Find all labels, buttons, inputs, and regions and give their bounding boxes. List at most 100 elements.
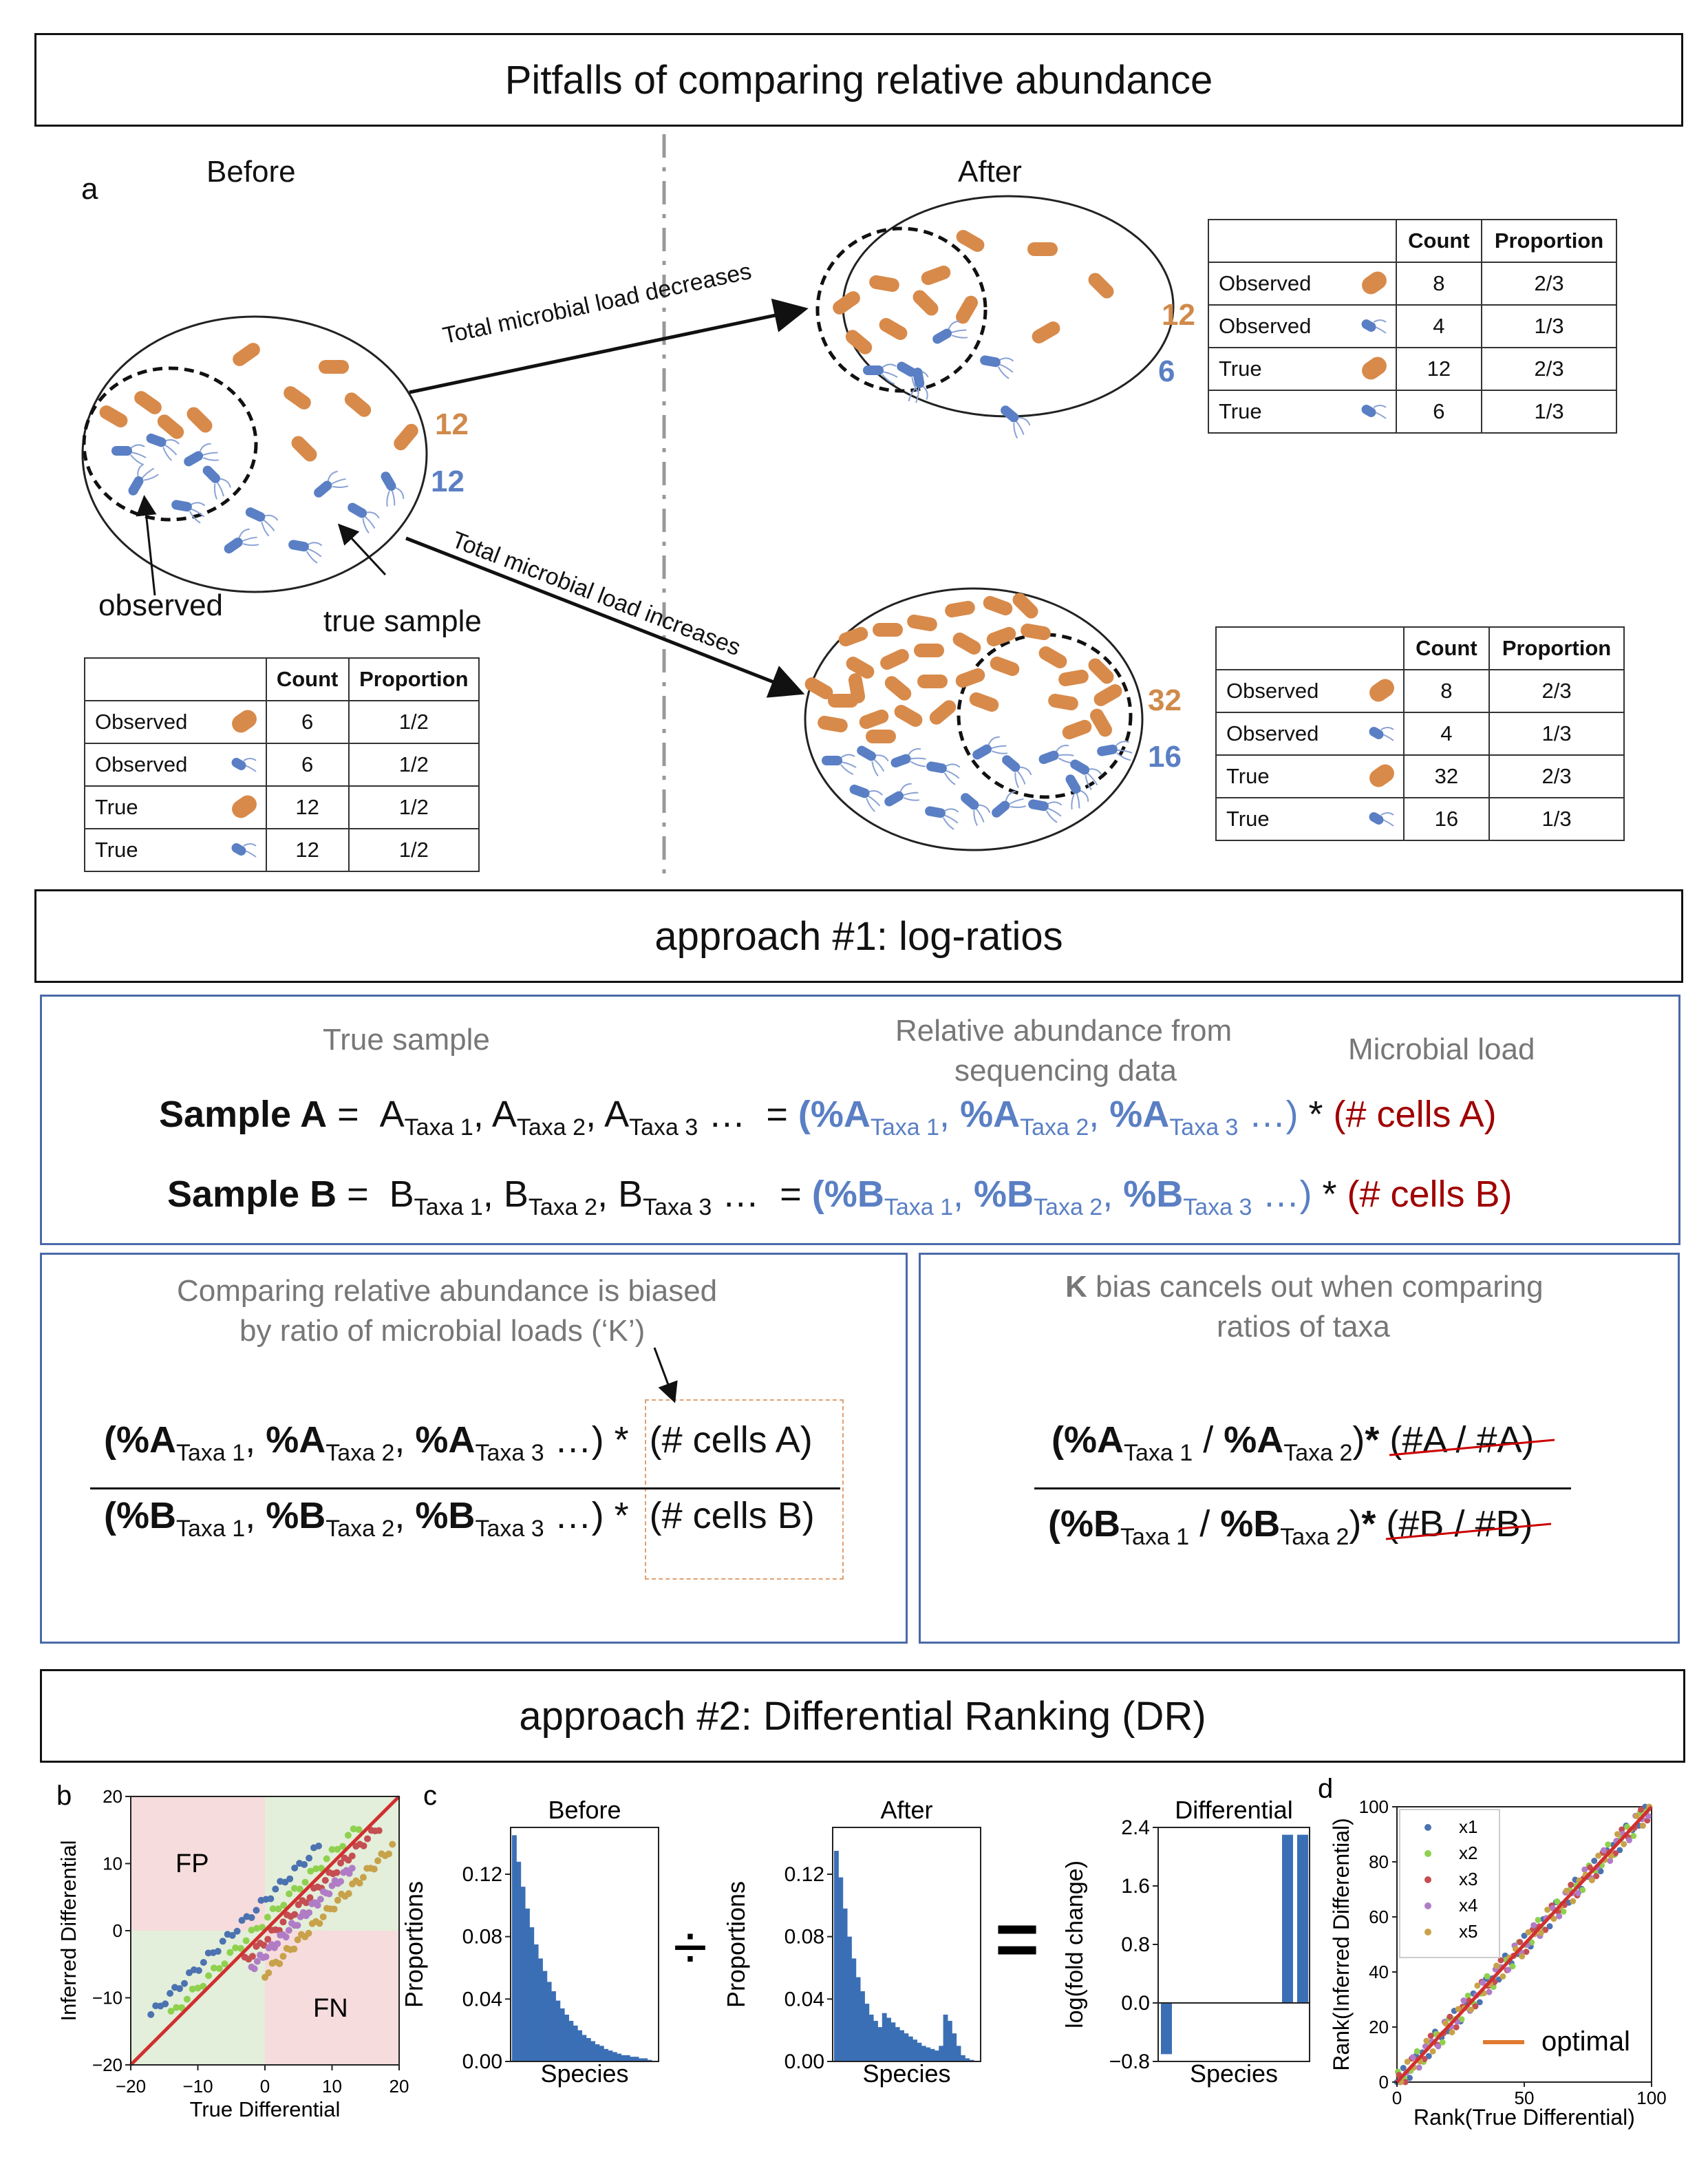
blue-bacterium xyxy=(849,784,883,812)
diff-ytick: 0.0 xyxy=(1121,1992,1150,2015)
before-blue-count: 12 xyxy=(431,465,465,498)
proportion-cell: 1/2 xyxy=(348,700,480,744)
table-row-label: Observed xyxy=(84,743,267,787)
after-hist-bar xyxy=(908,2036,913,2061)
proportion-cell: 1/3 xyxy=(1481,304,1617,348)
orange-bacterium xyxy=(291,436,317,462)
rel-abundance-heading-1: Relative abundance from xyxy=(895,1014,1232,1048)
orange-bacterium-icon xyxy=(231,710,257,733)
table-corner-cell xyxy=(1208,219,1397,263)
after-hist-bar xyxy=(921,2046,926,2061)
panel-d-xtick: 0 xyxy=(1392,2088,1402,2108)
count-cell: 12 xyxy=(1395,347,1483,391)
panel-b-point xyxy=(233,1927,241,1935)
proportion-cell: 1/3 xyxy=(1488,712,1625,756)
blue-bacterium xyxy=(884,783,920,807)
panel-d-point xyxy=(1480,1980,1486,1986)
after-label: After xyxy=(958,155,1022,189)
before-hist-bar xyxy=(529,1927,535,2061)
panel-b-letter: b xyxy=(56,1781,72,1811)
true-sample-heading: True sample xyxy=(323,1023,490,1057)
panel-b-diagonal xyxy=(129,1795,401,2066)
panel-b-point xyxy=(262,1953,270,1960)
table-row-label: True xyxy=(1208,347,1397,391)
panel-b-point xyxy=(205,1972,213,1980)
sample-b-label: Sample B xyxy=(167,1174,337,1215)
cancel-text-1-rest: bias cancels out when comparing xyxy=(1096,1270,1544,1304)
panel-b-point xyxy=(345,1869,353,1877)
blue-bacterium xyxy=(863,363,898,385)
sample-a-equation: Sample A = ATaxa 1, ATaxa 2, ATaxa 3 … =… xyxy=(159,1094,1497,1141)
blue-bacterium xyxy=(932,320,968,344)
orange-bacterium-icon xyxy=(1369,679,1394,702)
panel-d-ytick: 20 xyxy=(1369,2017,1389,2037)
before-hist-title: Before xyxy=(548,1796,621,1824)
after-hist-bar xyxy=(917,2042,922,2061)
panel-b-point xyxy=(228,1931,236,1939)
panel-d-ylabel: Rank(Inferred Differential) xyxy=(1329,1818,1354,2071)
panel-d-point xyxy=(1630,1832,1637,1839)
orange-bacterium xyxy=(921,265,951,286)
panel-b-point xyxy=(348,1852,356,1860)
blue-bacterium xyxy=(111,444,147,465)
after-hist-bar xyxy=(939,2046,944,2061)
proportion-cell: 1/2 xyxy=(348,828,480,872)
before-hist-bar xyxy=(599,2046,604,2061)
blue-bacterium xyxy=(926,761,961,785)
panel-b-xtick: 20 xyxy=(389,2076,409,2097)
panel-b-point xyxy=(334,1896,341,1904)
equals-symbol: = xyxy=(995,1897,1039,1982)
panel-d-point xyxy=(1439,2039,1446,2046)
orange-bacterium xyxy=(845,330,873,354)
orange-bacterium xyxy=(186,407,213,433)
panel-b-point xyxy=(276,1960,284,1967)
panel-b-point xyxy=(339,1843,347,1850)
panel-d-point xyxy=(1645,1813,1652,1820)
panel-b-point xyxy=(194,1984,202,1992)
blue-bacterium xyxy=(980,355,1014,379)
blue-bacterium xyxy=(128,463,159,496)
panel-d-point xyxy=(1449,2029,1455,2036)
orange-bacterium xyxy=(1062,719,1092,740)
panel-d-point xyxy=(1460,1997,1467,2004)
count-cell: 6 xyxy=(265,743,350,787)
proportion-cell: 1/3 xyxy=(1488,797,1625,841)
table-corner-cell xyxy=(84,657,267,701)
approach1-header: approach #1: log-ratios xyxy=(34,889,1683,983)
panel-b-point xyxy=(337,1878,345,1885)
orange-bacterium xyxy=(869,275,899,293)
panel-b-point xyxy=(314,1902,321,1909)
panel-b-point xyxy=(370,1865,378,1873)
approach2-title: approach #2: Differential Ranking (DR) xyxy=(519,1693,1206,1739)
count-cell: 32 xyxy=(1402,754,1491,798)
panel-d-point xyxy=(1404,2058,1411,2065)
blue-bacterium-icon xyxy=(1361,319,1387,334)
after-hist-bar xyxy=(926,2047,931,2061)
diff-ytick: 2.4 xyxy=(1121,1816,1150,1839)
panel-d-point xyxy=(1588,1877,1595,1884)
orange-bacterium xyxy=(838,626,868,647)
panel-b-point xyxy=(301,1860,308,1868)
panel-b-point xyxy=(274,1940,281,1948)
biased-text-1: Comparing relative abundance is biased xyxy=(177,1274,718,1308)
panel-b-point xyxy=(328,1882,336,1889)
panel-d-point xyxy=(1486,1988,1493,1995)
blue-bacterium xyxy=(1065,774,1089,810)
biased-box: Comparing relative abundance is biased b… xyxy=(40,1253,908,1644)
orange-bacterium-icon xyxy=(231,795,257,818)
panel-b-point xyxy=(334,1845,341,1853)
orange-bacterium xyxy=(866,730,896,743)
after-top-table: Count Proportion Observed 8 2/3 Observed 4 1/3 T… xyxy=(1208,219,1617,434)
divide-symbol: ÷ xyxy=(673,1913,707,1982)
legend-entry: x5 xyxy=(1459,1921,1477,1942)
orange-bacterium xyxy=(1058,669,1089,687)
cancel-fraction-line xyxy=(1034,1487,1571,1489)
panel-b-point xyxy=(285,1927,292,1934)
panel-d-point xyxy=(1616,1847,1623,1854)
legend-entry: x2 xyxy=(1459,1843,1477,1863)
panel-d-point xyxy=(1568,1881,1574,1888)
fn-region-bottom xyxy=(265,1931,399,2065)
proportion-cell: 1/2 xyxy=(348,785,480,829)
blue-bacterium xyxy=(961,793,991,827)
